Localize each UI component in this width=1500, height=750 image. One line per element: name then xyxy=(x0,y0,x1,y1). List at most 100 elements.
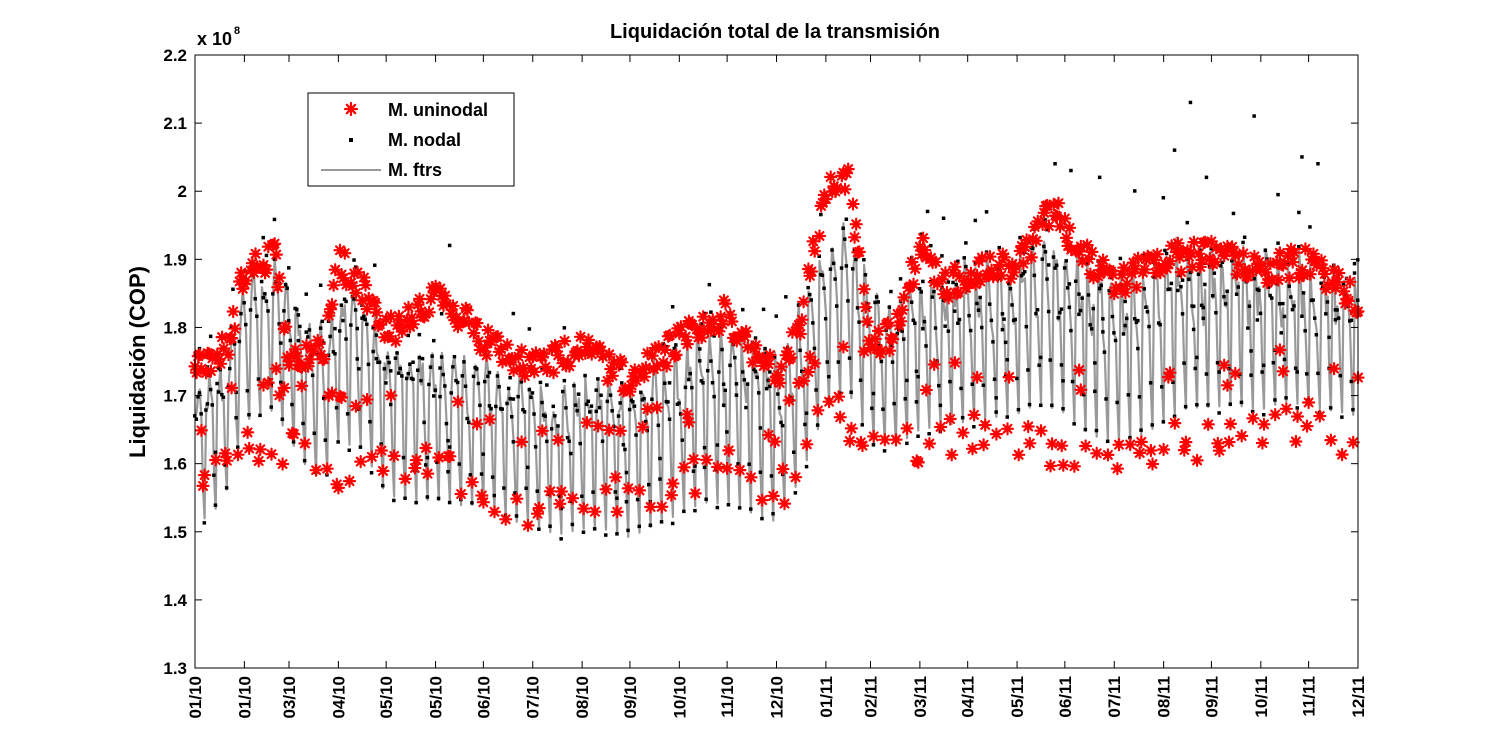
uninodal-point xyxy=(549,340,564,354)
nodal-point xyxy=(1066,286,1070,290)
nodal-point xyxy=(1072,422,1076,426)
x-tick-label: 11/10 xyxy=(718,676,737,718)
uninodal-point xyxy=(1223,417,1238,431)
nodal-point xyxy=(664,344,669,349)
uninodal-point xyxy=(194,423,208,437)
uninodal-point xyxy=(755,493,769,507)
nodal-point xyxy=(404,376,409,381)
nodal-point xyxy=(844,217,849,221)
uninodal-point xyxy=(1179,435,1193,449)
nodal-point xyxy=(618,401,622,405)
nodal-point xyxy=(1013,317,1017,322)
nodal-point xyxy=(823,317,828,321)
nodal-point xyxy=(1191,327,1196,332)
nodal-point xyxy=(721,403,726,407)
nodal-point xyxy=(1031,246,1035,250)
nodal-point xyxy=(318,326,323,330)
nodal-point xyxy=(1019,274,1024,278)
nodal-point xyxy=(670,305,675,309)
nodal-point xyxy=(1212,271,1217,275)
nodal-point xyxy=(621,443,626,447)
uninodal-point xyxy=(514,343,529,357)
nodal-point xyxy=(361,314,366,319)
nodal-point xyxy=(1161,420,1166,424)
nodal-point xyxy=(411,377,415,381)
nodal-point xyxy=(1258,311,1263,316)
nodal-point xyxy=(715,505,720,510)
nodal-point xyxy=(304,292,308,296)
nodal-point xyxy=(698,347,702,351)
nodal-point xyxy=(538,380,543,385)
nodal-point xyxy=(702,311,707,316)
x-tick-label: 06/10 xyxy=(474,676,493,719)
nodal-point xyxy=(698,359,702,363)
nodal-point xyxy=(1061,407,1065,411)
uninodal-point xyxy=(983,250,997,264)
nodal-point xyxy=(1067,282,1072,286)
legend-asterisk-marker xyxy=(343,101,359,117)
x-tick-label: 08/11 xyxy=(1155,676,1174,718)
legend-item-nodal: M. nodal xyxy=(349,130,461,150)
nodal-point xyxy=(575,408,579,413)
uninodal-point xyxy=(1243,264,1257,278)
nodal-point xyxy=(451,365,455,369)
uninodal-point xyxy=(1150,247,1164,261)
nodal-point xyxy=(670,521,675,526)
nodal-point xyxy=(355,357,359,361)
nodal-point xyxy=(1188,100,1193,105)
nodal-point xyxy=(849,390,853,394)
uninodal-point xyxy=(650,359,664,373)
nodal-point xyxy=(1282,314,1287,319)
nodal-point xyxy=(247,413,251,417)
nodal-point xyxy=(266,309,270,313)
uninodal-point xyxy=(886,332,900,346)
uninodal-point xyxy=(279,320,293,334)
nodal-point xyxy=(914,400,919,404)
nodal-point xyxy=(1341,282,1346,287)
nodal-point xyxy=(377,360,382,364)
uninodal-point xyxy=(693,322,707,336)
nodal-point xyxy=(921,279,925,284)
uninodal-point xyxy=(745,355,760,369)
uninodal-point xyxy=(841,162,855,176)
nodal-point xyxy=(874,295,879,299)
nodal-point xyxy=(355,326,359,331)
nodal-point xyxy=(500,407,504,411)
nodal-point xyxy=(1136,318,1140,323)
nodal-point xyxy=(1016,407,1021,412)
nodal-point xyxy=(561,389,565,394)
uninodal-point xyxy=(413,292,427,306)
nodal-point xyxy=(331,350,336,354)
nodal-point xyxy=(1220,260,1225,264)
nodal-point xyxy=(1185,220,1189,225)
nodal-point xyxy=(342,297,347,301)
nodal-point xyxy=(895,331,900,336)
uninodal-point xyxy=(242,441,256,455)
nodal-point xyxy=(916,434,920,438)
nodal-point xyxy=(441,372,445,377)
uninodal-point xyxy=(325,297,339,312)
nodal-point xyxy=(333,352,337,356)
nodal-point xyxy=(997,245,1001,250)
nodal-point xyxy=(1260,370,1264,374)
nodal-point xyxy=(1222,294,1226,299)
nodal-point xyxy=(1070,379,1075,384)
uninodal-point xyxy=(994,268,1008,283)
nodal-point xyxy=(221,395,226,400)
nodal-point xyxy=(261,296,265,300)
nodal-point xyxy=(763,346,767,351)
nodal-point xyxy=(287,266,291,270)
nodal-point xyxy=(1147,324,1151,329)
nodal-point xyxy=(455,380,460,385)
uninodal-point xyxy=(806,234,820,248)
uninodal-point xyxy=(844,421,859,435)
uninodal-point xyxy=(796,295,811,309)
uninodal-point xyxy=(640,402,655,416)
nodal-point xyxy=(584,402,589,406)
nodal-point xyxy=(513,491,517,495)
uninodal-point xyxy=(857,282,871,296)
uninodal-point xyxy=(739,324,753,338)
uninodal-point xyxy=(1327,263,1341,277)
nodal-point xyxy=(1118,256,1123,261)
nodal-point xyxy=(1086,293,1091,297)
